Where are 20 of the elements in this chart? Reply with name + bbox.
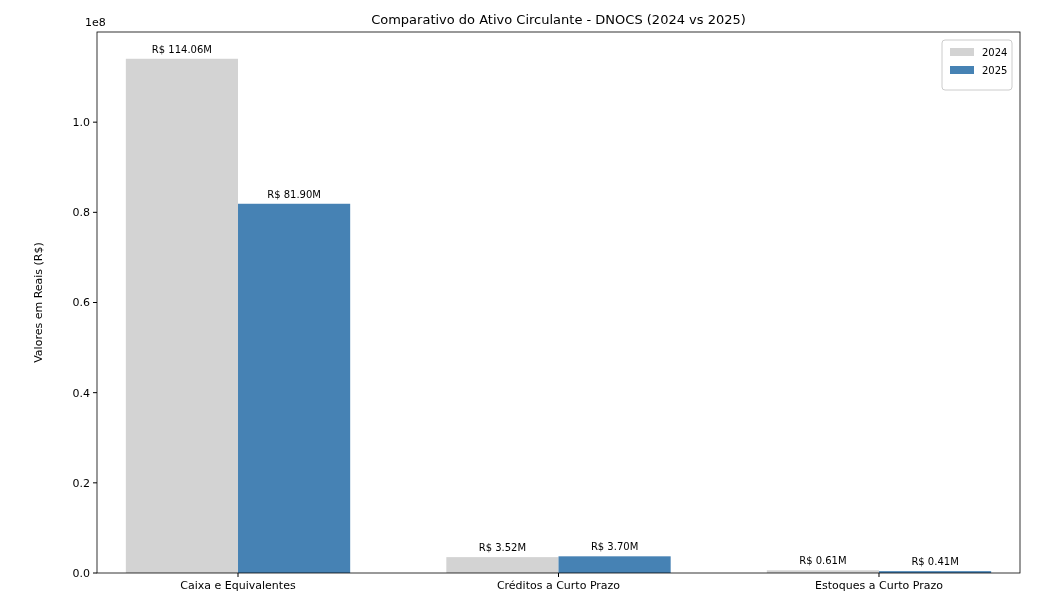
y-tick-label: 0.8 [72, 206, 90, 220]
y-tick-label: 0.2 [72, 476, 90, 490]
y-tick-label: 0.0 [72, 566, 90, 580]
y-axis-title: Valores em Reais (R$) [32, 242, 45, 363]
x-tick-label: Estoques a Curto Prazo [815, 579, 944, 592]
data-label: R$ 3.52M [478, 542, 527, 554]
data-label: R$ 0.41M [911, 556, 959, 568]
data-label: R$ 3.70M [590, 541, 639, 553]
text: 1e8 [85, 16, 106, 29]
data-label: R$ 81.90M [267, 188, 321, 200]
legend-label: 2024 [982, 46, 1008, 58]
y-tick-label: 0.6 [72, 296, 90, 310]
data-label: R$ 114.06M [151, 43, 212, 55]
data-label: R$ 0.61M [799, 555, 847, 567]
x-tick-label: Caixa e Equivalentes [180, 579, 296, 592]
x-tick-label: Créditos a Curto Prazo [496, 579, 621, 592]
legend-label: 2025 [982, 64, 1008, 76]
chart-title: Comparativo do Ativo Circulante - DNOCS (2024 vs 2025) [371, 12, 746, 27]
y-tick-label: 1.0 [72, 116, 90, 130]
y-tick-label: 0.4 [72, 386, 90, 400]
